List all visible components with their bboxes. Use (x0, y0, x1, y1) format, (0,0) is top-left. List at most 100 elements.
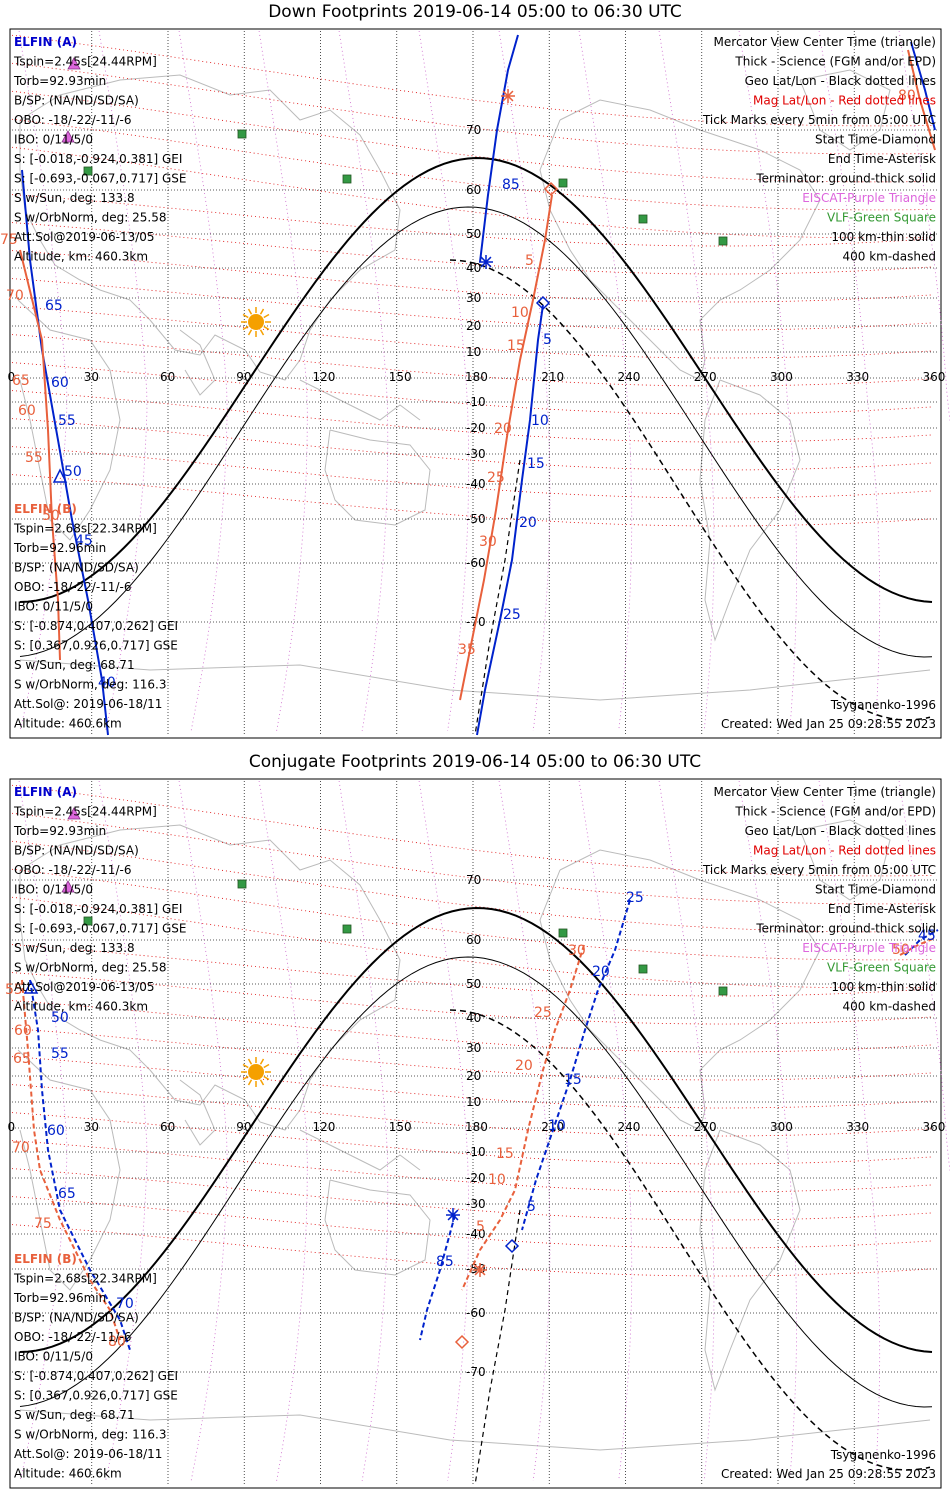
sun-ray (247, 1079, 253, 1086)
elfin-b-tick-label: 80 (108, 1334, 126, 1350)
elfin-a-tick-label: 25 (503, 607, 521, 623)
eiscat-triangle-icon (67, 57, 81, 70)
elfin-b-info-line: B/SP: (NA/ND/SD/SA) (14, 1311, 139, 1325)
vlf-square-icon (342, 174, 352, 184)
elfin-b-tick-label: 65 (12, 373, 30, 389)
lon-tick-label: 210 (541, 1120, 564, 1134)
terminator-ground (19, 157, 933, 603)
elfin-b-tick-label: 30 (568, 943, 586, 959)
elfin-b-track (19, 249, 61, 661)
coastline (179, 1079, 216, 1146)
end-asterisk-icon (447, 1209, 459, 1221)
down-footprints-panel: Down Footprints 2019-06-14 05:00 to 06:3… (0, 2, 950, 739)
info-text: ELFIN (A) Tspin=2.45s[24.44RPM] Torb=92.93… (13, 785, 936, 1481)
lon-tick-label: 270 (694, 1120, 717, 1134)
elfin-b-info-line: Tspin=2.68s[22.34RPM] (13, 1272, 157, 1286)
sun-ray (259, 329, 265, 336)
lat-tick-label: 60 (466, 933, 481, 947)
legend-line: Mercator View Center Time (triangle) (714, 785, 936, 799)
lat-tick-label: -20 (466, 421, 486, 435)
elfin-a-header: ELFIN (A) (14, 35, 77, 49)
terminator-400km (449, 259, 931, 721)
elfin-a-info-line: OBO: -18/-22/-11/-6 (14, 113, 131, 127)
elfin-b-tick-label: 15 (507, 338, 525, 354)
sun-ray (247, 1058, 253, 1065)
legend-line: 100 km-thin solid (831, 230, 936, 244)
elfin-a-tick-label: 45 (918, 928, 936, 944)
elfin-b-tick-label: 15 (496, 1146, 514, 1162)
lat-tick-label: 40 (466, 1011, 481, 1025)
elfin-b-tick-label: 70 (12, 1140, 30, 1156)
down-footprints-map: 0 30 60 90 120 150 180 210 240 270 300 330 360 70 60 50… (0, 28, 950, 739)
legend-line: VLF-Green Square (827, 211, 936, 225)
sun-icon (248, 1064, 264, 1080)
end-asterisk-icon (474, 1264, 486, 1276)
lon-tick-label: 330 (846, 370, 869, 384)
elfin-a-info-line: S: [-0.018,-0.924,0.381] GEI (14, 902, 182, 916)
elfin-a-tick-label: 40 (98, 675, 116, 691)
lat-tick-label: 40 (466, 261, 481, 275)
elfin-a-info-line: S w/OrbNorm, deg: 25.58 (14, 961, 166, 975)
elfin-b-info-line: S w/Sun, deg: 68.71 (14, 658, 135, 672)
eiscat-triangle-icon (67, 807, 81, 820)
sun-ray (242, 1075, 249, 1081)
elfin-a-info-line: Att.Sol@2019-06-13/05 (14, 980, 155, 994)
vlf-square-icon (83, 166, 93, 176)
elfin-b-info-line: OBO: -18/-22/-11/-6 (14, 580, 131, 594)
lat-tick-label: 70 (466, 873, 481, 887)
coastline (699, 1129, 801, 1392)
elfin-a-tick-label: 25 (626, 890, 644, 906)
lon-tick-label: 60 (160, 370, 175, 384)
coastline (19, 1409, 931, 1451)
vlf-square-icon (638, 214, 648, 224)
elfin-b-tick-label: 5 (525, 253, 534, 269)
mag-parallel (11, 1196, 933, 1249)
legend-line: Tick Marks every 5min from 05:00 UTC (702, 113, 936, 127)
elfin-b-tick-label: 50 (42, 508, 60, 524)
coastline (19, 659, 931, 701)
legend-line: Mag Lat/Lon - Red dotted lines (753, 844, 936, 858)
elfin-a-tick-label: 60 (51, 375, 69, 391)
elfin-b-info-line: S w/OrbNorm, deg: 116.3 (14, 678, 166, 692)
elfin-b-info-line: S: [-0.874,0.407,0.262] GEI (14, 1369, 178, 1383)
elfin-a-tick-label: 20 (592, 964, 610, 980)
lon-tick-label: 120 (313, 1120, 336, 1134)
model-label: Tsyganenko-1996 (830, 1448, 936, 1462)
lat-tick-label: 10 (466, 1095, 481, 1109)
elfin-a-tick-label: 65 (45, 298, 63, 314)
mag-parallel (11, 784, 933, 877)
end-asterisk-icon (480, 256, 492, 268)
elfin-b-tick-label: 25 (487, 470, 505, 486)
mag-parallel (11, 1112, 933, 1165)
elfin-b-info-line: OBO: -18/-22/-11/-6 (14, 1330, 131, 1344)
elfin-b-info-line: S: [0.367,0.926,0.717] GSE (14, 1389, 178, 1403)
mag-parallel (11, 1224, 933, 1277)
sun-ray (263, 313, 270, 319)
coastline (299, 379, 421, 421)
elfin-b-tick-label: 55 (5, 982, 23, 998)
vlf-square-icon (718, 236, 728, 246)
elfin-b-tick-label: 75 (0, 232, 18, 248)
elfin-a-info-line: S w/Sun, deg: 133.8 (14, 941, 135, 955)
mag-meridian (18, 30, 68, 732)
eiscat-triangle-icon (61, 880, 75, 893)
sun-ray (259, 308, 265, 315)
legend-line: End Time-Asterisk (828, 152, 936, 166)
vlf-square-icon (718, 986, 728, 996)
legend-line: EISCAT-Purple Triangle (802, 191, 936, 205)
lon-tick-label: 240 (618, 1120, 641, 1134)
lat-tick-label: -40 (466, 1227, 486, 1241)
elfin-b-tick-label: 35 (458, 642, 476, 658)
elfin-a-track (29, 979, 131, 1351)
legend-line: Thick - Science (FGM and/or EPD) (734, 55, 936, 69)
elfin-b-header: ELFIN (B) (14, 502, 77, 516)
lat-tick-label: -20 (466, 1171, 486, 1185)
elfin-b-tick-label: 20 (515, 1058, 533, 1074)
conjugate-footprints-panel: Conjugate Footprints 2019-06-14 05:00 to… (0, 750, 950, 1500)
sun-ray (242, 325, 249, 331)
lon-tick-label: 360 (923, 370, 946, 384)
sun-ray (263, 325, 270, 331)
elfin-b-info-line: S: [-0.874,0.407,0.262] GEI (14, 619, 178, 633)
legend-line: VLF-Green Square (827, 961, 936, 975)
map-layer: 0 30 60 90 120 150 180 210 240 270 300 330 360 70 60 50… (0, 30, 950, 736)
